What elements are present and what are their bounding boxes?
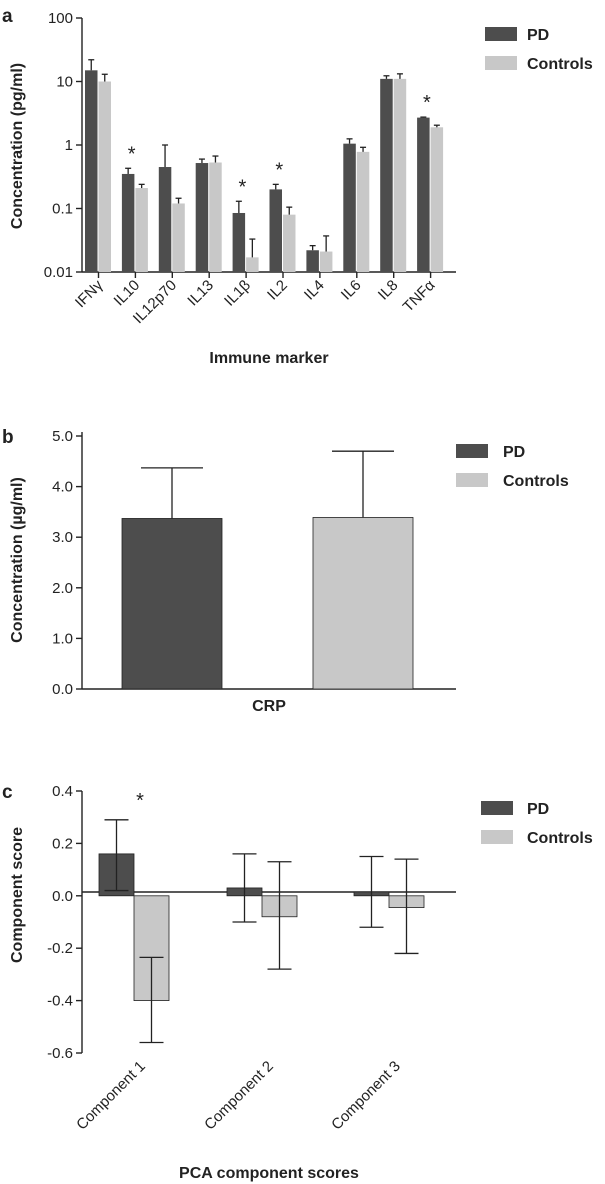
bar-pd-tnf <box>417 117 430 272</box>
y-tick-label: -0.6 <box>47 1045 73 1062</box>
y-tick-label: 0.2 <box>52 835 73 852</box>
legend-swatch-controls <box>456 473 488 487</box>
y-tick-label: 3.0 <box>52 529 73 546</box>
bar-controls-il1 <box>246 257 259 272</box>
bar-pd-il12p70 <box>158 167 172 272</box>
bar-controls-il10 <box>135 188 148 272</box>
bar-controls-il13 <box>209 162 222 272</box>
legend-swatch-pd <box>481 801 513 815</box>
panel-letter-c: c <box>2 782 13 803</box>
bar-pd-il10 <box>121 173 135 272</box>
y-tick-label: 0.0 <box>52 888 73 905</box>
legend-label-pd: PD <box>527 27 549 44</box>
y-tick-label: 0.0 <box>52 681 73 698</box>
x-tick-label-tnf: TNFα <box>400 277 439 316</box>
legend-label-controls: Controls <box>527 830 593 847</box>
panel-b-bars <box>121 517 414 690</box>
panel-c: c -0.6-0.4-0.20.00.20.4 * Component 1 Com… <box>2 782 593 1182</box>
bar-controls-il8 <box>393 78 407 272</box>
x-tick-label-il13: IL13 <box>184 277 217 310</box>
panel-c-error-bars <box>104 819 419 1044</box>
panel-c-legend: PD Controls <box>481 801 593 847</box>
y-tick-label: -0.2 <box>47 940 73 957</box>
panel-a-significance: * * * * <box>128 92 431 198</box>
panel-c-x-ticks: Component 1 Component 2 Component 3 <box>73 1058 404 1134</box>
bar-pd-il4 <box>306 250 319 272</box>
legend-label-pd: PD <box>527 801 549 818</box>
bar-controls-il12p70 <box>172 203 185 272</box>
y-tick-label: 2.0 <box>52 580 73 597</box>
panel-b: b 0.0 1.0 2.0 3.0 4.0 5.0 Concentration (µg/m… <box>2 427 569 715</box>
y-tick-label: 100 <box>48 10 73 27</box>
x-tick-label-component-3: Component 3 <box>328 1058 404 1134</box>
y-tick-label: 0.01 <box>44 264 73 281</box>
panel-a-bars <box>85 70 444 272</box>
significance-star-il1: * <box>238 176 246 198</box>
bar-pd-crp <box>121 518 223 690</box>
x-tick-label-component-2: Component 2 <box>201 1058 277 1134</box>
x-tick-label-il4: IL4 <box>301 277 328 304</box>
panel-c-significance: * <box>136 790 144 812</box>
x-tick-label-il1: IL1β <box>221 277 254 310</box>
panel-b-x-axis-label: CRP <box>252 698 286 715</box>
bar-pd-ifn <box>85 70 98 272</box>
bar-controls-tnf <box>430 127 444 272</box>
legend-label-pd: PD <box>503 444 525 461</box>
panel-a-x-axis-label: Immune marker <box>209 350 328 367</box>
bar-pd-il1 <box>232 212 246 272</box>
significance-star-component-1: * <box>136 790 144 812</box>
panel-b-legend: PD Controls <box>456 444 569 490</box>
legend-swatch-controls <box>485 56 517 70</box>
panel-a-y-ticks: 0.01 0.1 1 10 100 <box>44 10 82 281</box>
legend-swatch-pd <box>456 444 488 458</box>
significance-star-tnf: * <box>423 92 431 114</box>
bar-controls-ifn <box>98 81 111 272</box>
y-tick-label: 0.1 <box>52 201 73 218</box>
legend-swatch-controls <box>481 830 513 844</box>
panel-b-y-ticks: 0.0 1.0 2.0 3.0 4.0 5.0 <box>52 428 82 698</box>
panel-a-legend: PD Controls <box>485 27 593 73</box>
legend-label-controls: Controls <box>503 473 569 490</box>
bar-pd-il13 <box>195 163 209 272</box>
x-tick-label-il10: IL10 <box>111 277 144 310</box>
panel-c-y-ticks: -0.6 -0.4 -0.2 0.0 0.2 0.4 <box>47 783 82 1062</box>
y-tick-label: 1 <box>65 137 73 154</box>
bar-controls-crp <box>312 517 414 690</box>
panel-c-x-axis-label: PCA component scores <box>179 1165 359 1182</box>
y-tick-label: 0.4 <box>52 783 73 800</box>
panel-c-y-axis-label: Component score <box>9 827 26 963</box>
significance-star-il2: * <box>275 159 283 181</box>
panel-b-y-axis-label: Concentration (µg/ml) <box>9 477 26 643</box>
significance-star-il10: * <box>128 143 136 165</box>
legend-swatch-pd <box>485 27 517 41</box>
panel-a-y-axis-label: Concentration (pg/ml) <box>9 63 26 229</box>
x-tick-label-ifn: IFNγ <box>72 276 107 311</box>
y-tick-label: 5.0 <box>52 428 73 445</box>
bar-pd-il2 <box>269 189 282 272</box>
legend-label-controls: Controls <box>527 56 593 73</box>
bar-pd-il8 <box>380 78 393 272</box>
bar-pd-il6 <box>343 143 356 272</box>
bar-controls-il6 <box>356 151 370 272</box>
panel-letter-b: b <box>2 427 14 448</box>
x-tick-label-il2: IL2 <box>264 277 291 304</box>
y-tick-label: -0.4 <box>47 993 73 1010</box>
x-tick-label-il8: IL8 <box>375 277 402 304</box>
x-tick-label-il6: IL6 <box>338 277 365 304</box>
x-tick-label-component-1: Component 1 <box>73 1058 149 1134</box>
bar-controls-il2 <box>283 214 296 272</box>
bar-controls-il4 <box>319 251 333 272</box>
y-tick-label: 1.0 <box>52 630 73 647</box>
panel-a-error-bars <box>88 59 440 258</box>
y-tick-label: 10 <box>56 74 73 91</box>
panel-b-error-bars <box>141 450 394 519</box>
y-tick-label: 4.0 <box>52 479 73 496</box>
panel-letter-a: a <box>2 6 13 27</box>
